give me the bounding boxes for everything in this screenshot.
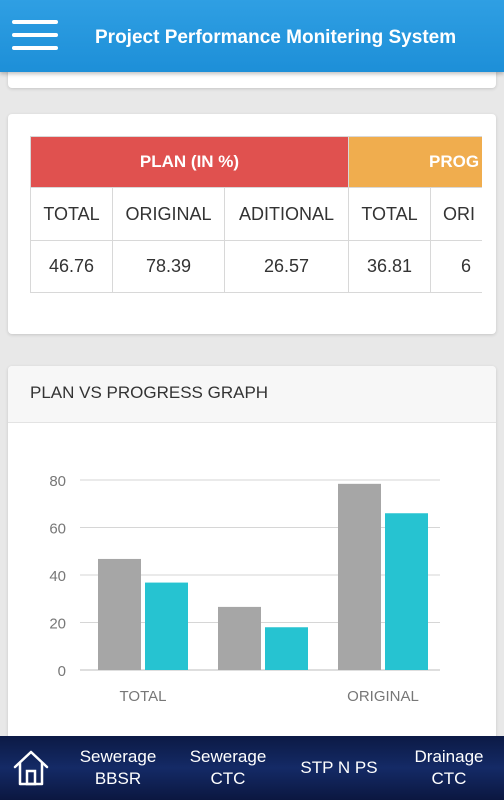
bar-1-1[interactable] xyxy=(265,627,308,670)
nav-label: CTC xyxy=(431,769,467,788)
nav-home[interactable] xyxy=(8,736,54,800)
bar-1-2[interactable] xyxy=(385,513,428,670)
home-icon xyxy=(13,750,49,786)
subheader-cell: ADITIONAL xyxy=(224,187,349,241)
y-tick-label: 60 xyxy=(49,521,66,538)
value-cell: 36.81 xyxy=(348,240,431,293)
nav-label: BBSR xyxy=(94,769,142,788)
value-cell: 26.57 xyxy=(224,240,349,293)
app-bar: Project Performance Monitering System xyxy=(0,0,504,72)
value-cell: 6 xyxy=(430,240,482,293)
y-tick-label: 0 xyxy=(58,663,66,680)
bar-1-0[interactable] xyxy=(145,582,188,670)
nav-drainage-ctc[interactable]: Drainage CTC xyxy=(396,736,502,800)
bar-0-1[interactable] xyxy=(218,606,261,670)
value-cell: 46.76 xyxy=(30,240,113,293)
plan-header: PLAN (IN %) xyxy=(30,136,349,188)
performance-table-card: PLAN (IN %) PROG TOTAL ORIGINAL ADITIONA… xyxy=(8,114,496,334)
nav-label: STP N PS xyxy=(300,758,378,777)
nav-sewerage-bbsr[interactable]: Sewerage BBSR xyxy=(66,736,170,800)
subheader-cell: TOTAL xyxy=(348,187,431,241)
subheader-cell: ORIGINAL xyxy=(112,187,225,241)
nav-label: Drainage xyxy=(414,747,484,766)
table-scroll-area[interactable]: PLAN (IN %) PROG TOTAL ORIGINAL ADITIONA… xyxy=(30,136,482,308)
nav-label: CTC xyxy=(210,769,246,788)
y-tick-label: 80 xyxy=(49,473,66,490)
bottom-nav: Sewerage BBSR Sewerage CTC STP N PS Draina… xyxy=(0,736,504,800)
subheader-cell: ORI xyxy=(430,187,482,241)
nav-label: Sewerage xyxy=(79,747,157,766)
plan-vs-progress-chart: 0 20 40 60 80 TOTAL ORIGINAL xyxy=(49,473,440,705)
x-tick-label: TOTAL xyxy=(120,688,167,705)
graph-title: PLAN VS PROGRESS GRAPH xyxy=(30,383,269,402)
nav-sewerage-ctc[interactable]: Sewerage CTC xyxy=(176,736,280,800)
app-title: Project Performance Monitering System xyxy=(95,27,457,48)
y-tick-label: 20 xyxy=(49,616,66,633)
nav-label: Sewerage xyxy=(189,747,267,766)
hamburger-menu-icon[interactable] xyxy=(12,20,58,52)
bar-0-2[interactable] xyxy=(338,483,381,670)
graph-header xyxy=(8,366,496,423)
value-cell: 78.39 xyxy=(112,240,225,293)
progress-header: PROG xyxy=(348,136,482,188)
x-tick-label: ORIGINAL xyxy=(347,688,419,705)
performance-table: PLAN (IN %) PROG TOTAL ORIGINAL ADITIONA… xyxy=(30,136,482,293)
bar-0-0[interactable] xyxy=(98,558,141,670)
subheader-cell: TOTAL xyxy=(30,187,113,241)
nav-stp-n-ps[interactable]: STP N PS xyxy=(287,736,391,800)
graph-card: PLAN VS PROGRESS GRAPH 0 20 40 60 80 TOTAL ORI… xyxy=(8,366,496,746)
y-tick-label: 40 xyxy=(49,568,66,585)
